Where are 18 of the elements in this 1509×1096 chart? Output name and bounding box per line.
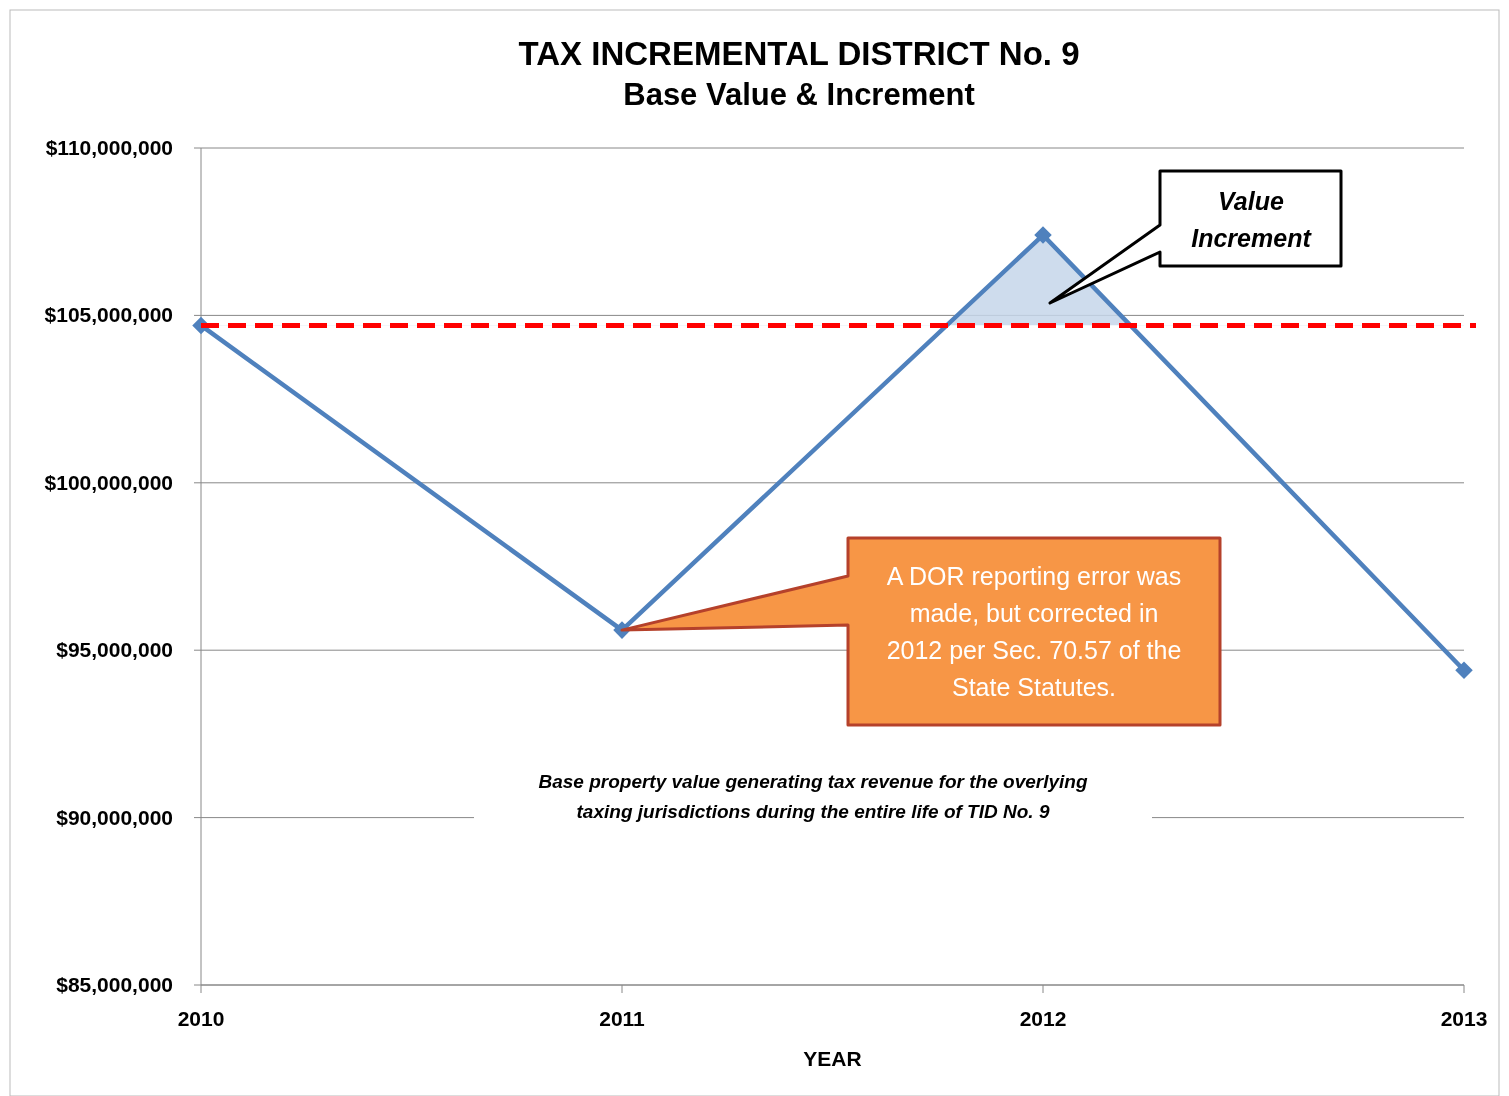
x-axis-title: YEAR: [803, 1047, 862, 1070]
annotation: A DOR reporting error was made, but corrected in 2012 per Sec. 70.57 of the State Statutes.: [886, 562, 1182, 701]
x-tick-label: 2013: [1440, 1007, 1488, 1030]
point: [1455, 661, 1473, 680]
x-tick-label: 2011: [599, 1007, 646, 1030]
chart-subtitle: Base Value & Increment: [623, 77, 975, 112]
annotation: Base property value generating tax revenue for the overlying taxing jurisdictions during the entire life of TID No. 9: [538, 771, 1088, 822]
chart-title: TAX INCREMENTAL DISTRICT No. 9: [518, 35, 1080, 72]
y-tick-label: $90,000,000: [56, 805, 173, 829]
y-tick-label: $100,000,000: [44, 470, 173, 494]
annotation: Value Increment: [1191, 187, 1313, 252]
y-tick-label: $105,000,000: [44, 303, 173, 327]
y-tick-label: $110,000,000: [45, 136, 173, 159]
point: [1034, 226, 1052, 244]
y-tick-label: $95,000,000: [56, 638, 173, 662]
y-tick-label: $85,000,000: [56, 973, 173, 996]
x-tick-label: 2012: [1019, 1007, 1067, 1030]
x-tick-label: 2010: [177, 1007, 225, 1030]
